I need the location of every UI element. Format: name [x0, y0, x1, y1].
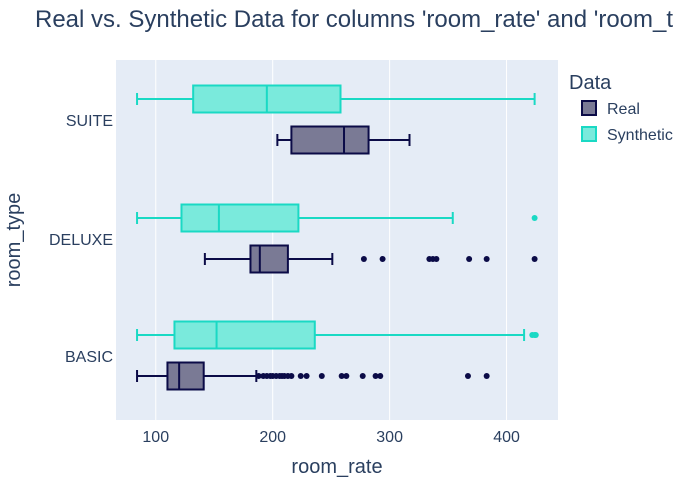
y-tick-label: SUITE	[66, 113, 113, 130]
grid-lines	[155, 60, 508, 420]
outlier-point	[288, 373, 295, 379]
outlier-point	[532, 332, 539, 338]
chart-title: Real vs. Synthetic Data for columns 'roo…	[35, 6, 674, 33]
legend-label: Real	[607, 101, 640, 118]
outlier-point	[531, 215, 538, 221]
outlier-point	[318, 373, 325, 379]
box-iqr	[166, 361, 205, 391]
outlier-point	[372, 373, 379, 379]
box-iqr	[173, 320, 316, 350]
outlier-point	[433, 256, 440, 262]
outlier-point	[377, 373, 384, 379]
x-tick-label: 200	[259, 429, 286, 446]
outlier-point	[483, 256, 490, 262]
outlier-point	[483, 373, 490, 379]
outlier-point	[379, 256, 386, 262]
outlier-point	[343, 373, 350, 379]
outlier-point	[531, 256, 538, 262]
y-tick-label: DELUXE	[49, 232, 113, 249]
x-tick-labels: 100 200 300 400	[142, 429, 520, 446]
y-axis-title: room_type	[3, 193, 25, 288]
outlier-point	[359, 373, 366, 379]
boxes-layer	[136, 84, 539, 391]
plot-area	[116, 60, 558, 420]
legend-item-synthetic[interactable]: Synthetic	[581, 126, 673, 144]
legend-swatch	[581, 100, 597, 116]
outlier-point	[466, 256, 473, 262]
box-real-suite	[276, 125, 411, 155]
outlier-point	[297, 373, 304, 379]
outlier-point	[360, 256, 367, 262]
box-iqr	[290, 125, 370, 155]
outlier-point	[464, 373, 471, 379]
x-tick-label: 300	[376, 429, 403, 446]
box-iqr	[249, 244, 289, 274]
box-synthetic-suite	[136, 84, 536, 114]
y-tick-label: BASIC	[65, 349, 113, 366]
outlier-point	[255, 373, 262, 379]
legend-title: Data	[569, 72, 612, 94]
x-tick-label: 400	[493, 429, 520, 446]
legend-swatch	[581, 126, 597, 142]
box-real-deluxe	[203, 244, 538, 274]
legend-item-real[interactable]: Real	[581, 100, 640, 118]
outlier-point	[338, 373, 345, 379]
x-axis-title: room_rate	[291, 456, 382, 478]
outlier-point	[303, 373, 310, 379]
box-synthetic-basic	[136, 320, 539, 350]
box-iqr	[180, 203, 300, 233]
legend: Data Real Synthetic	[569, 72, 673, 144]
legend-label: Synthetic	[607, 127, 673, 144]
x-tick-label: 100	[142, 429, 169, 446]
box-synthetic-deluxe	[136, 203, 538, 233]
y-tick-labels: BASIC DELUXE SUITE	[49, 113, 113, 366]
box-real-basic	[136, 361, 490, 391]
